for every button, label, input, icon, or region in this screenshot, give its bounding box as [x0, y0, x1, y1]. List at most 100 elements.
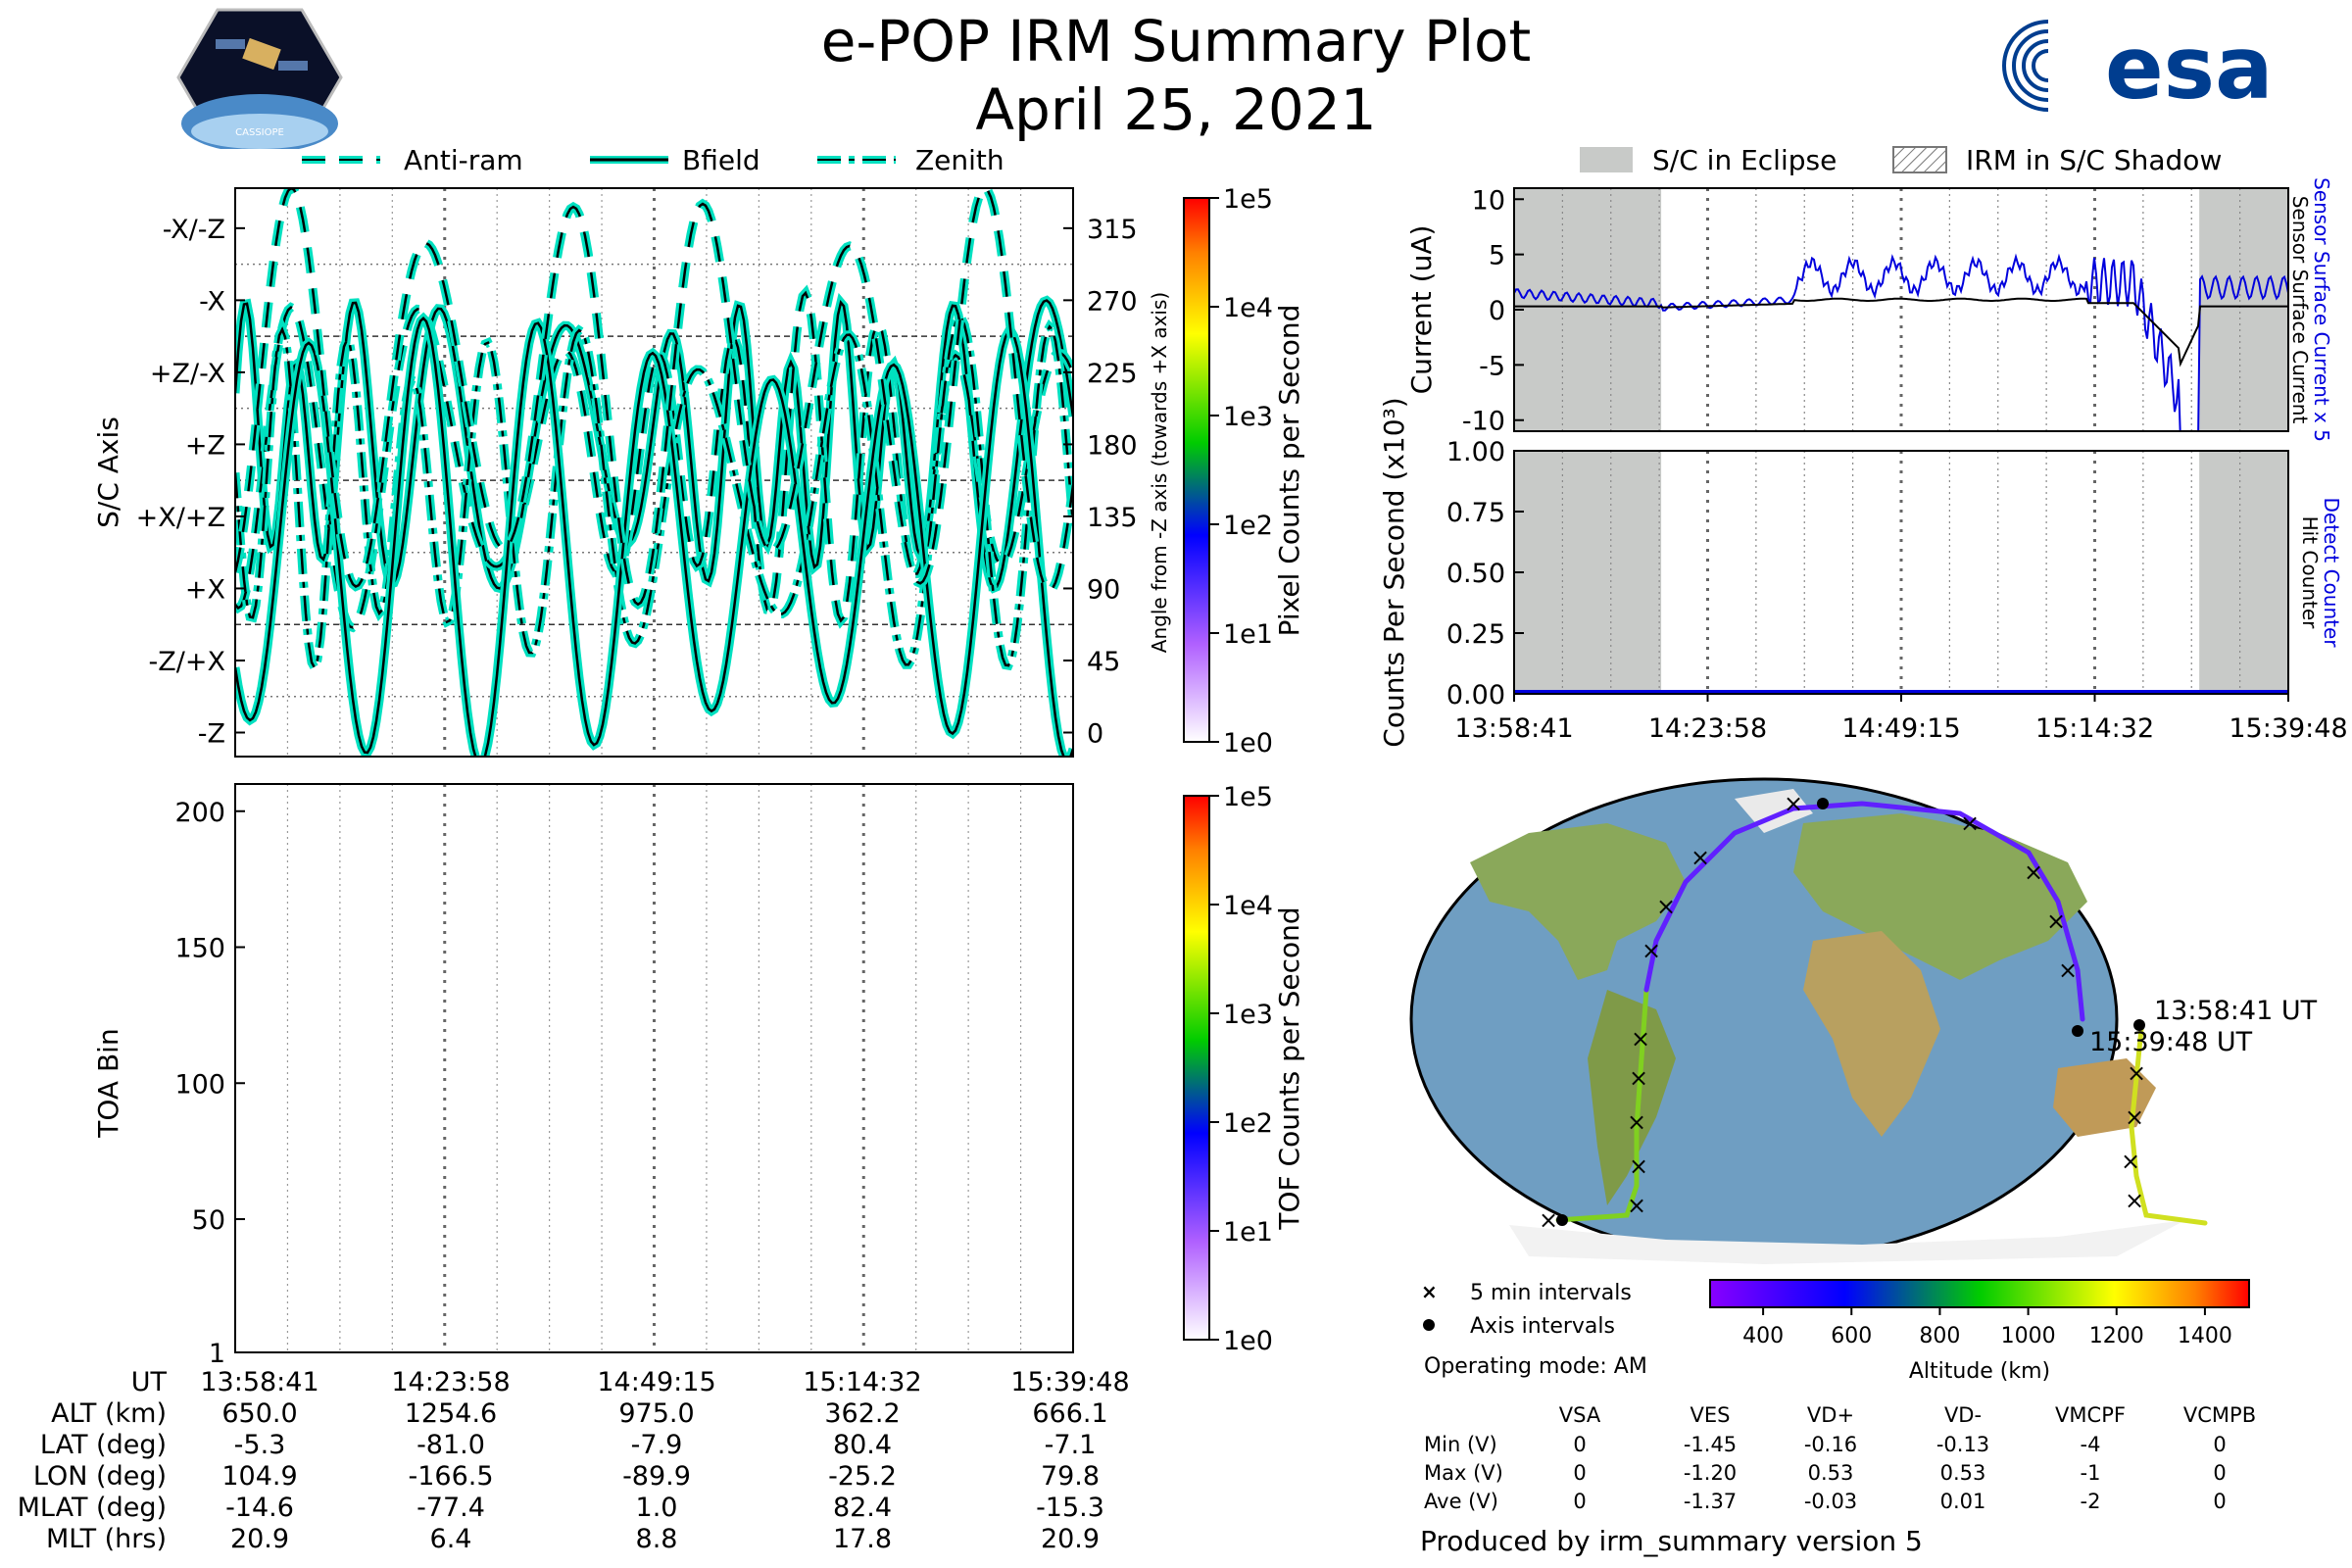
ephemeris-cell: 1254.6 [404, 1398, 498, 1429]
voltage-row-label: Min (V) [1424, 1433, 1497, 1456]
legend-axis-label: Axis intervals [1470, 1314, 1615, 1339]
tof-colorbar-tick-label: 1e4 [1223, 891, 1273, 921]
land-eurasia [1793, 813, 2087, 980]
sc-ytick-angle-label: 0 [1087, 718, 1103, 749]
counts-right-label-black: Hit Counter [2298, 516, 2322, 629]
ephemeris-cell: -15.3 [1036, 1493, 1104, 1523]
counts-ytick-label: 0.75 [1446, 498, 1505, 528]
voltage-header: VCMPB [2182, 1403, 2257, 1427]
voltage-cell: -0.16 [1803, 1433, 1858, 1456]
current-yticks: 10 5 0 -5 -10 [1462, 185, 1524, 437]
current-eclipse-shading [1514, 188, 2288, 431]
orbit-track-east [2129, 1026, 2208, 1226]
ephemeris-cell: 14:23:58 [391, 1367, 511, 1397]
toa-ytick-label: 1 [209, 1339, 225, 1369]
ephemeris-cell: 20.9 [1040, 1524, 1101, 1554]
pixel-colorbar-tick-label: 1e0 [1223, 728, 1273, 759]
toa-grid [286, 784, 1022, 1352]
five-min-cross: × [2125, 1103, 2144, 1131]
start-axis-dot [2133, 1019, 2145, 1031]
five-min-cross: × [1627, 1192, 1646, 1219]
voltage-cell: -1 [2080, 1461, 2101, 1485]
ephemeris-cell: 79.8 [1040, 1461, 1101, 1492]
altitude-colorbar-label: Altitude (km) [1909, 1359, 2050, 1384]
ephemeris-cell: -7.9 [630, 1430, 683, 1460]
land-greenland [1735, 789, 1813, 833]
ephemeris-cell: -7.1 [1044, 1430, 1097, 1460]
pixel-colorbar-ticks: 1e5 1e4 1e3 1e2 1e1 1e0 [1209, 184, 1273, 759]
sc-ytick-label: +X/+Z [136, 503, 225, 533]
five-min-cross: × [1629, 1152, 1648, 1180]
sc-ytick-label: +X [185, 574, 225, 605]
plot-date: April 25, 2021 [975, 76, 1377, 143]
land-antarctica [1509, 1220, 2185, 1264]
ephemeris-cell: 15:14:32 [803, 1367, 922, 1397]
sc-axis-panel: -X/-Z 315 -X 270 +Z/-X 225 +Z 180 +X/+Z 135 +X 90 -Z… [92, 187, 1171, 758]
voltage-cell: 0 [1573, 1461, 1587, 1485]
sc-ytick-label: -X/-Z [163, 215, 225, 245]
ephemeris-cell: 650.0 [221, 1398, 298, 1429]
toa-yticks: 200 150 100 50 1 [174, 798, 245, 1369]
ephemeris-cell: 6.4 [429, 1524, 472, 1554]
pixel-colorbar-tick-label: 1e2 [1223, 511, 1273, 541]
sc-axis-traces [235, 188, 1073, 757]
land-africa [1803, 931, 1940, 1137]
cassiope-logo: CASSIOPE [176, 8, 343, 149]
counts-xtick-label: 14:23:58 [1648, 713, 1767, 744]
dot-marker-icon [1423, 1319, 1435, 1331]
ephemeris-cell: 975.0 [618, 1398, 695, 1429]
altitude-tick-label: 400 [1742, 1324, 1784, 1348]
toa-ytick-label: 200 [174, 798, 225, 828]
ephemeris-cell: -14.6 [225, 1493, 294, 1523]
voltage-cell: 0.53 [1939, 1461, 1986, 1485]
legend-shadow-swatch [1892, 146, 1947, 173]
ephemeris-cell: 15:39:48 [1010, 1367, 1130, 1397]
ephemeris-cell: 80.4 [832, 1430, 893, 1460]
tof-colorbar: 1e5 1e4 1e3 1e2 1e1 1e0 TOF Counts per Second [1183, 782, 1305, 1356]
pixel-colorbar-tick-label: 1e3 [1223, 402, 1273, 432]
five-min-cross: × [2125, 1187, 2144, 1214]
five-min-cross: × [2024, 858, 2043, 886]
current-right-label-black: Sensor Surface Current [2288, 196, 2312, 424]
altitude-tick-label: 600 [1831, 1324, 1872, 1348]
counts-ytick-label: 0.25 [1446, 619, 1505, 650]
counts-xtick-label: 13:58:41 [1454, 713, 1573, 744]
footer-text: Produced by irm_summary version 5 [1420, 1525, 1923, 1557]
five-min-cross: × [2127, 1059, 2146, 1087]
toa-ytick-label: 50 [192, 1205, 225, 1236]
counts-right-label-blue: Detect Counter [2320, 498, 2343, 649]
trace-line-solid [235, 317, 1073, 757]
esa-logo: esa [2002, 18, 2273, 119]
current-grid [1561, 188, 2241, 431]
sc-ytick-label: +Z/-X [150, 359, 225, 389]
altitude-colorbar-ticks: 400 600 800 1000 1200 1400 [1742, 1307, 2232, 1348]
voltage-cell: -2 [2080, 1490, 2101, 1513]
ephemeris-cell: -25.2 [828, 1461, 897, 1492]
voltage-cell: 0 [2213, 1461, 2227, 1485]
voltage-cell: 0 [2213, 1433, 2227, 1456]
ephemeris-row-label: LON (deg) [32, 1461, 167, 1492]
legend-zenith-label: Zenith [915, 144, 1004, 176]
altitude-tick-label: 800 [1919, 1324, 1960, 1348]
ephemeris-cell: 13:58:41 [200, 1367, 319, 1397]
toa-ytick-label: 150 [174, 934, 225, 964]
ephemeris-row-label: MLAT (deg) [17, 1493, 167, 1523]
five-min-cross: × [2046, 907, 2066, 935]
map-legend: × 5 min intervals Axis intervals [1421, 1280, 1632, 1339]
pixel-colorbar-tick-label: 1e4 [1223, 293, 1273, 323]
sc-axis-right-label: Angle from -Z axis (towards +X axis) [1148, 292, 1171, 653]
current-ytick-label: 5 [1489, 241, 1505, 271]
sc-axis-ylabel: S/C Axis [92, 416, 124, 528]
end-axis-dot [2072, 1025, 2083, 1037]
legend-eclipse-swatch [1580, 147, 1633, 172]
five-min-cross: × [1629, 1064, 1648, 1092]
counts-yticks: 1.00 0.75 0.50 0.25 0.00 [1446, 437, 1524, 710]
five-min-cross: × [1642, 937, 1661, 964]
ephemeris-cell: 104.9 [221, 1461, 298, 1492]
cassiope-logo-text: CASSIOPE [235, 127, 284, 138]
pixel-colorbar: 1e5 1e4 1e3 1e2 1e1 1e0 Pixel Counts per Seco… [1183, 184, 1305, 759]
counts-xtick-label: 15:39:48 [2229, 713, 2347, 744]
eclipse-span [2199, 451, 2288, 694]
voltage-cell: -1.20 [1683, 1461, 1738, 1485]
sc-ytick-angle-label: 180 [1087, 430, 1138, 461]
